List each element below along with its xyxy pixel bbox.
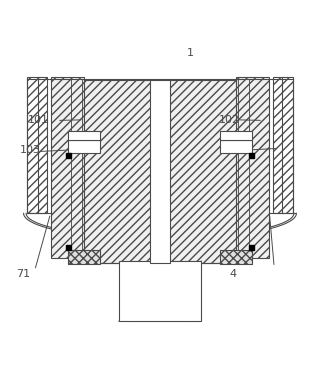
Bar	[220, 131, 252, 140]
Text: 101: 101	[28, 115, 48, 125]
Text: 102: 102	[219, 115, 240, 125]
Bar	[249, 153, 253, 158]
Bar	[220, 140, 252, 153]
Bar	[220, 250, 252, 264]
Bar	[273, 77, 293, 213]
Text: 71: 71	[17, 268, 31, 279]
Text: 4: 4	[229, 268, 236, 279]
Bar	[150, 80, 170, 262]
Bar	[119, 261, 201, 321]
Bar	[51, 77, 84, 258]
Text: 1: 1	[187, 48, 194, 58]
Bar	[27, 77, 47, 213]
Bar	[68, 140, 100, 153]
Bar	[68, 131, 100, 140]
Bar	[249, 245, 253, 250]
Bar	[68, 250, 100, 264]
Text: 104: 104	[224, 142, 245, 152]
Bar	[67, 153, 71, 158]
Text: 103: 103	[20, 145, 40, 155]
Bar	[236, 77, 269, 258]
Bar	[67, 245, 71, 250]
Bar	[84, 80, 236, 262]
